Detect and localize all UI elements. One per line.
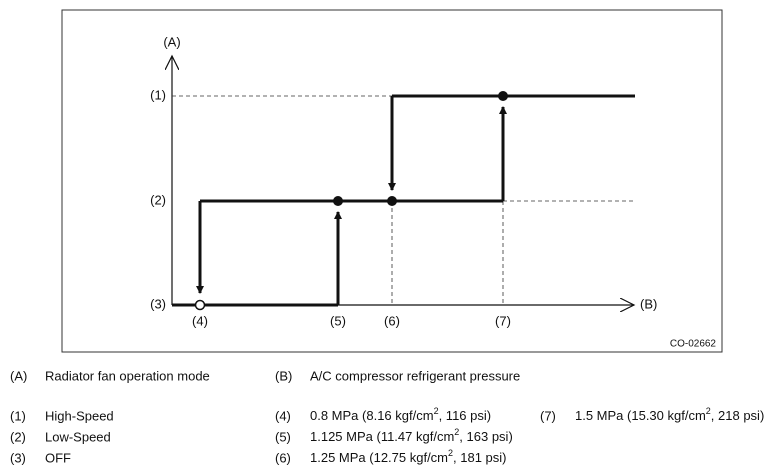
legend-text: OFF — [45, 450, 71, 465]
legend-text: Radiator fan operation mode — [45, 368, 210, 383]
legend-text: 1.125 MPa (11.47 kgf/cm2, 163 psi) — [310, 427, 513, 444]
legend-key: (6) — [275, 450, 291, 465]
level-label: (2) — [150, 192, 166, 207]
frame — [61, 9, 723, 353]
legend-key: (1) — [10, 408, 26, 423]
legend-text: A/C compressor refrigerant pressure — [310, 368, 520, 383]
legend-key: (7) — [540, 408, 556, 423]
legend-key: (2) — [10, 429, 26, 444]
legend-text: High-Speed — [45, 408, 114, 423]
legend-text: 0.8 MPa (8.16 kgf/cm2, 116 psi) — [310, 406, 491, 423]
guide-lines — [172, 95, 635, 305]
point — [194, 299, 206, 311]
legend-key: (A) — [10, 368, 27, 383]
figure-code: CO-02662 — [670, 339, 717, 350]
point — [387, 196, 397, 206]
point-label: (7) — [495, 313, 511, 328]
point-label: (4) — [192, 313, 208, 328]
point — [498, 91, 508, 101]
level-label: (3) — [150, 296, 166, 311]
legend-text: 1.25 MPa (12.75 kgf/cm2, 181 psi) — [310, 448, 507, 465]
point-label: (5) — [330, 313, 346, 328]
legend-key: (B) — [275, 368, 292, 383]
legend-key: (5) — [275, 429, 291, 444]
legend-key: (3) — [10, 450, 26, 465]
legend: (A) Radiator fan operation mode (B) A/C … — [10, 368, 764, 465]
level-label: (1) — [150, 87, 166, 102]
axis-label: (B) — [640, 296, 657, 311]
legend-text: 1.5 MPa (15.30 kgf/cm2, 218 psi) — [575, 406, 764, 423]
diagram: (A) (B) (1) (2) (3) (4) (5) (6) (7) CO-0… — [150, 34, 716, 349]
point — [333, 196, 343, 206]
legend-key: (4) — [275, 408, 291, 423]
point-label: (6) — [384, 313, 400, 328]
legend-text: Low-Speed — [45, 429, 111, 444]
axis-label: (A) — [163, 34, 180, 49]
mode-lines — [172, 94, 635, 307]
